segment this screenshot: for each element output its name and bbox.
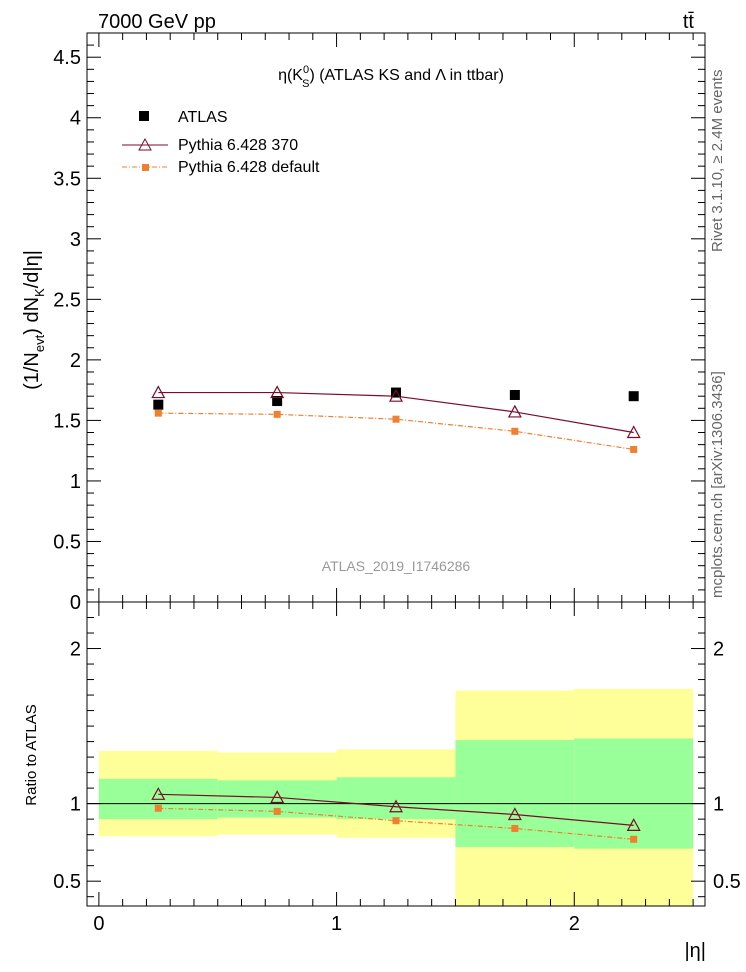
axes: 0 1 2 0 0.5 1 1.5 2 2.5 3 3.5 4 4.5 0.5 0.5 1 1 2 2 <box>53 32 741 935</box>
x-tick-label: 0 <box>93 913 104 935</box>
ratio-line-p370 <box>158 793 634 826</box>
p370-point-3 <box>507 404 522 418</box>
ratio-ytick-label-right: 1 <box>713 794 724 816</box>
mcplots-label: mcplots.cern.ch [arXiv:1306.3436] <box>709 371 726 598</box>
analysis-watermark: ATLAS_2019_I1746286 <box>322 558 471 574</box>
ratio-p370-point-1 <box>270 790 285 804</box>
p370-point-1 <box>270 385 285 399</box>
ratio-p370-point-3 <box>507 807 522 821</box>
legend: ATLAS Pythia 6.428 370 Pythia 6.428 defa… <box>122 109 320 176</box>
main-ylabel: (1/Nevt) dNK/d|η| <box>21 250 47 390</box>
legend-label-p370: Pythia 6.428 370 <box>178 137 298 154</box>
ratio-bands <box>87 688 705 906</box>
ratio-pdefault-point-3 <box>511 824 519 832</box>
p370-point-4 <box>626 425 641 439</box>
p370-point-0 <box>151 385 166 399</box>
pdefault-point-0 <box>154 409 162 417</box>
ratio-pdefault-point-2 <box>392 817 400 825</box>
pdefault-point-1 <box>273 410 281 418</box>
ratio-pdefault-point-0 <box>154 804 162 812</box>
ratio-p370-point-4 <box>626 818 641 831</box>
atlas-point-1 <box>272 396 283 407</box>
x-tick-label: 1 <box>331 913 342 935</box>
ratio-frame <box>86 601 706 907</box>
ratio-pdefault-point-4 <box>630 835 638 843</box>
main-ytick-label: 4 <box>70 108 81 130</box>
main-ytick-label: 1.5 <box>53 410 81 432</box>
atlas-point-3 <box>509 389 520 400</box>
rivet-label: Rivet 3.1.10, ≥ 2.4M events <box>709 70 726 253</box>
legend-marker-p370 <box>138 137 152 151</box>
atlas-point-4 <box>628 391 639 402</box>
process-label: tt̄ <box>683 11 695 33</box>
ratio-p370-point-2 <box>388 799 404 813</box>
legend-label-pdefault: Pythia 6.428 default <box>178 159 320 176</box>
main-title: η(K0 S) (ATLAS KS and Λ in ttbar) <box>278 64 504 90</box>
legend-marker-pdefault <box>142 164 149 171</box>
main-plot <box>151 385 641 453</box>
pdefault-point-2 <box>392 415 400 423</box>
main-ytick-label: 0.5 <box>53 531 81 553</box>
ratio-ytick-label-left: 1 <box>70 794 81 816</box>
ratio-ytick-label-right: 0.5 <box>713 871 741 893</box>
ratio-ytick-label-left: 0.5 <box>53 871 81 893</box>
ratio-ylabel: Ratio to ATLAS <box>23 704 40 805</box>
band-inner-bin-4 <box>574 738 694 849</box>
main-ytick-label: 1 <box>70 471 81 493</box>
line-p370 <box>158 391 634 434</box>
main-ytick-label: 3 <box>70 229 81 251</box>
ratio-p370-point-0 <box>151 787 166 800</box>
ratio-plot <box>151 787 641 843</box>
atlas-point-0 <box>153 399 164 410</box>
energy-label: 7000 GeV pp <box>98 11 216 33</box>
ratio-ytick-label-left: 2 <box>70 639 81 661</box>
x-axis-label: |η| <box>684 940 706 962</box>
main-ytick-label: 4.5 <box>53 47 81 69</box>
p370-point-2 <box>388 388 404 402</box>
main-ytick-label: 2 <box>70 350 81 372</box>
legend-label-atlas: ATLAS <box>178 109 228 126</box>
atlas-point-2 <box>391 387 401 398</box>
pdefault-point-3 <box>511 427 519 435</box>
pdefault-point-4 <box>630 445 638 453</box>
x-tick-label: 2 <box>569 913 580 935</box>
band-inner-bin-2 <box>336 777 456 820</box>
ratio-pdefault-point-1 <box>273 807 281 815</box>
main-ytick-label: 0 <box>70 592 81 614</box>
main-ytick-label: 2.5 <box>53 289 81 311</box>
legend-marker-atlas <box>139 111 149 121</box>
main-ytick-label: 3.5 <box>53 168 81 190</box>
ratio-ytick-label-right: 2 <box>713 639 724 661</box>
